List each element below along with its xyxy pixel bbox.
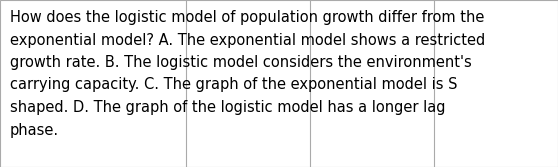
Text: phase.: phase. xyxy=(10,123,59,137)
Text: exponential model? A. The exponential model shows a restricted: exponential model? A. The exponential mo… xyxy=(10,33,485,47)
Text: How does the logistic model of population growth differ from the: How does the logistic model of populatio… xyxy=(10,10,484,25)
Text: carrying capacity. C. The graph of the exponential model is S: carrying capacity. C. The graph of the e… xyxy=(10,77,458,93)
Text: growth rate. B. The logistic model considers the environment's: growth rate. B. The logistic model consi… xyxy=(10,55,472,70)
Text: shaped. D. The graph of the logistic model has a longer lag: shaped. D. The graph of the logistic mod… xyxy=(10,100,445,115)
